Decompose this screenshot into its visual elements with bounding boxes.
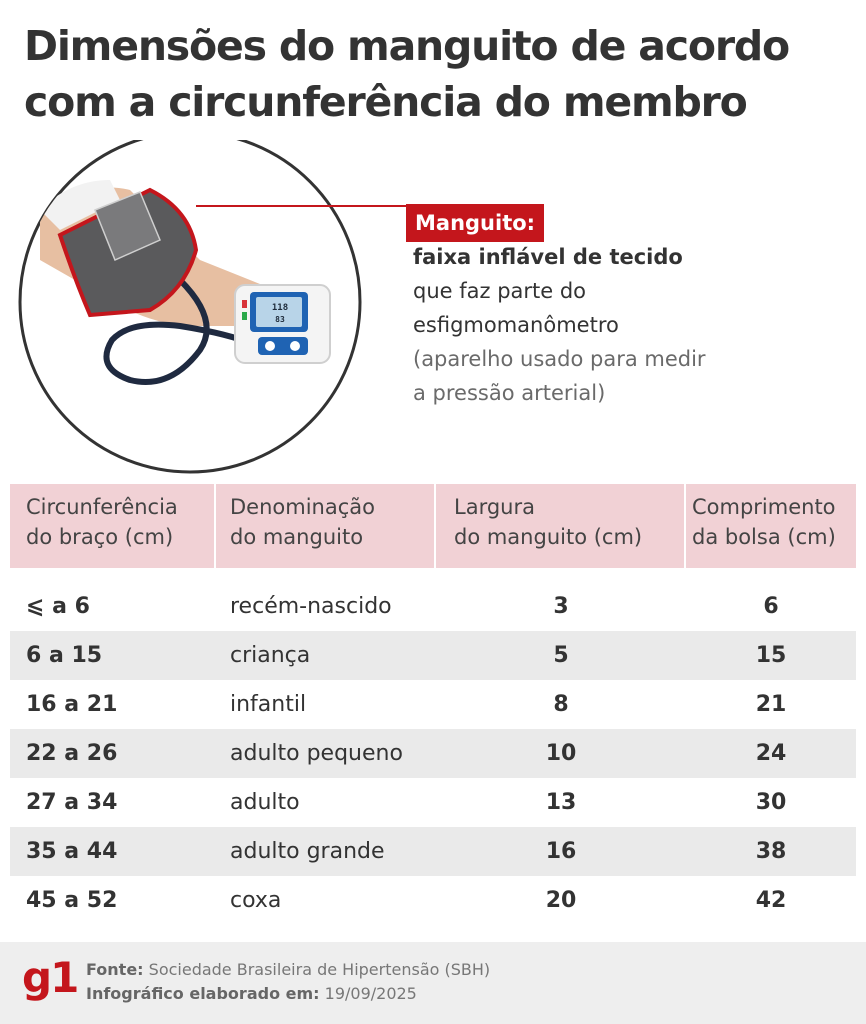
- date-label: Infográfico elaborado em:: [86, 984, 320, 1003]
- callout-line-2: que faz parte do: [413, 279, 587, 303]
- cell-circumference: 22 a 26: [26, 741, 118, 766]
- cell-circumference: 45 a 52: [26, 888, 118, 913]
- cell-circumference: 6 a 15: [26, 643, 103, 668]
- cell-circumference: ⩽ a 6: [26, 594, 90, 619]
- header-line: do manguito: [230, 525, 364, 549]
- table-header: Circunferência do braço (cm) Denominação…: [10, 484, 856, 568]
- table-row: 6 a 15 criança 5 15: [10, 631, 856, 680]
- device-dia-reading: 83: [275, 315, 285, 324]
- header-width: Largura do manguito (cm): [436, 484, 686, 568]
- cell-width: 16: [545, 839, 577, 864]
- title-line-2: com a circunferência do membro: [24, 78, 748, 126]
- device-sys-reading: 118: [272, 303, 288, 313]
- cell-denomination: infantil: [230, 692, 307, 717]
- header-denomination: Denominação do manguito: [216, 484, 436, 568]
- cuff-size-table: Circunferência do braço (cm) Denominação…: [10, 484, 856, 925]
- header-line: Largura: [454, 495, 535, 519]
- header-line: da bolsa (cm): [692, 525, 836, 549]
- cell-denomination: recém-nascido: [230, 594, 392, 619]
- blood-pressure-monitor-illustration: 118 83: [18, 140, 362, 474]
- cell-circumference: 27 a 34: [26, 790, 118, 815]
- header-line: Comprimento: [692, 495, 836, 519]
- callout-connector-line: [196, 205, 410, 207]
- page-title: Dimensões do manguito de acordo com a ci…: [24, 18, 854, 130]
- header-line: do braço (cm): [26, 525, 174, 549]
- cell-circumference: 35 a 44: [26, 839, 118, 864]
- callout-line-4: (aparelho usado para medir: [413, 347, 706, 371]
- table-row: 22 a 26 adulto pequeno 10 24: [10, 729, 856, 778]
- header-circumference: Circunferência do braço (cm): [10, 484, 216, 568]
- g1-logo: g1: [22, 953, 79, 1002]
- header-line: Denominação: [230, 495, 375, 519]
- cell-width: 5: [553, 643, 569, 668]
- cell-denomination: criança: [230, 643, 311, 668]
- table-row: 16 a 21 infantil 8 21: [10, 680, 856, 729]
- footer-source: Fonte: Sociedade Brasileira de Hipertens…: [86, 958, 490, 1006]
- cell-length: 42: [755, 888, 787, 913]
- cell-length: 21: [755, 692, 787, 717]
- cell-width: 13: [545, 790, 577, 815]
- title-line-1: Dimensões do manguito de acordo: [24, 22, 790, 70]
- source-label: Fonte:: [86, 960, 144, 979]
- header-length: Comprimento da bolsa (cm): [686, 484, 856, 568]
- header-line: Circunferência: [26, 495, 178, 519]
- cell-length: 38: [755, 839, 787, 864]
- date-value: 19/09/2025: [324, 984, 417, 1003]
- cell-width: 3: [553, 594, 569, 619]
- cell-length: 15: [755, 643, 787, 668]
- table-row: ⩽ a 6 recém-nascido 3 6: [10, 582, 856, 631]
- callout-tag: Manguito:: [406, 204, 545, 242]
- table-row: 45 a 52 coxa 20 42: [10, 876, 856, 925]
- cell-denomination: adulto: [230, 790, 300, 815]
- cell-length: 30: [755, 790, 787, 815]
- callout-bold-line: faixa inflável de tecido: [413, 245, 683, 269]
- cell-width: 10: [545, 741, 577, 766]
- footer: g1 Fonte: Sociedade Brasileira de Hipert…: [0, 942, 866, 1024]
- cell-denomination: coxa: [230, 888, 282, 913]
- cell-circumference: 16 a 21: [26, 692, 118, 717]
- header-line: do manguito (cm): [454, 525, 643, 549]
- source-value: Sociedade Brasileira de Hipertensão (SBH…: [148, 960, 491, 979]
- cell-width: 20: [545, 888, 577, 913]
- callout-description: faixa inflável de tecido que faz parte d…: [413, 240, 706, 410]
- cell-length: 24: [755, 741, 787, 766]
- callout-line-5: a pressão arterial): [413, 381, 606, 405]
- callout-line-3: esfigmomanômetro: [413, 313, 619, 337]
- monitor-device: 118 83: [234, 284, 331, 364]
- table-row: 35 a 44 adulto grande 16 38: [10, 827, 856, 876]
- cell-length: 6: [763, 594, 779, 619]
- table-row: 27 a 34 adulto 13 30: [10, 778, 856, 827]
- cuff-hose: [103, 277, 257, 385]
- cell-denomination: adulto pequeno: [230, 741, 403, 766]
- cell-denomination: adulto grande: [230, 839, 385, 864]
- cell-width: 8: [553, 692, 569, 717]
